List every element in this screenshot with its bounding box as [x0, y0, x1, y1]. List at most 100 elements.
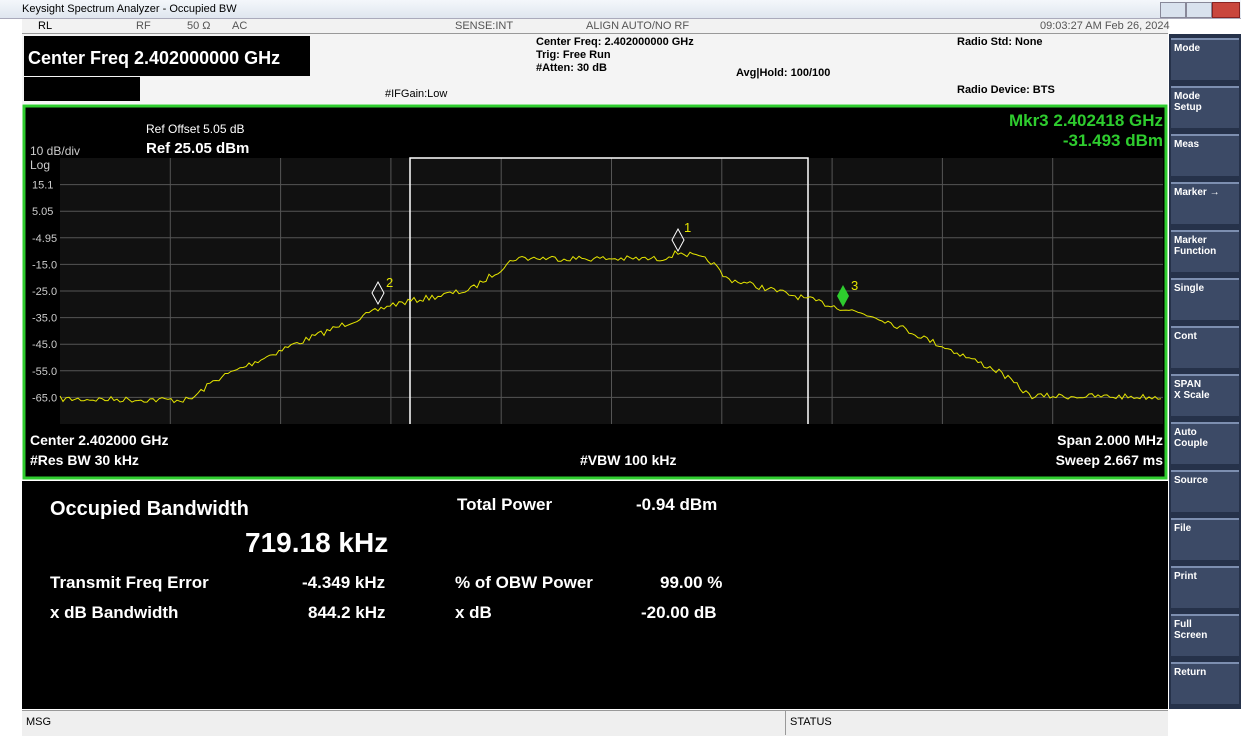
sweep: Sweep 2.667 ms: [1056, 452, 1164, 468]
marker-3: [837, 285, 849, 307]
softkey-label: Auto: [1174, 427, 1197, 438]
softkey[interactable]: Marker →: [1171, 182, 1239, 224]
softkey-label: Cont: [1174, 331, 1197, 342]
softkey[interactable]: Marker Function: [1171, 230, 1239, 272]
softkey-label: SPAN: [1174, 379, 1202, 390]
softkey-label: Marker →: [1174, 187, 1220, 198]
close-button[interactable]: [1212, 2, 1240, 18]
status-row: [22, 19, 1168, 34]
footer: [22, 710, 1168, 736]
pct-value: 99.00 %: [660, 573, 723, 592]
center-label: Center 2.402000 GHz: [30, 432, 169, 448]
trace: [59, 249, 1162, 404]
xdb-label: x dB: [455, 603, 492, 622]
softkey-label: Source: [1174, 475, 1208, 486]
rf: RF: [136, 20, 151, 32]
softkey[interactable]: Mode: [1171, 38, 1239, 80]
y-label: -25.0: [32, 286, 57, 298]
softkey[interactable]: Full Screen: [1171, 614, 1239, 656]
obw-label: Occupied Bandwidth: [50, 498, 249, 520]
ref-offset: Ref Offset 5.05 dB: [146, 122, 245, 136]
y-label: -65.0: [32, 392, 57, 404]
softkey[interactable]: Print: [1171, 566, 1239, 608]
minimize-button[interactable]: [1160, 2, 1186, 18]
y-label: -55.0: [32, 366, 57, 378]
atten: #Atten: 30 dB: [536, 62, 607, 74]
softkey-label: Function: [1174, 246, 1217, 257]
results-panel: [22, 481, 1168, 709]
datetime: 09:03:27 AM Feb 26, 2024: [1040, 20, 1170, 32]
tfe-value: -4.349 kHz: [302, 573, 386, 592]
ref-level: Ref 25.05 dBm: [146, 140, 249, 157]
softkey[interactable]: Meas: [1171, 134, 1239, 176]
y-label: 5.05: [32, 206, 53, 218]
marker-1: [671, 227, 685, 253]
marker-label: 3: [851, 278, 858, 293]
entry-box: [24, 77, 140, 101]
divider: [785, 711, 786, 735]
ifgain: #IFGain:Low: [385, 88, 448, 100]
y-label: 15.1: [32, 180, 53, 192]
y-label: -4.95: [32, 233, 57, 245]
graph: 1 2 3 Ref Offset 5.05 dB Ref 25.05 dBm 1…: [22, 104, 1168, 480]
softkey-label: Setup: [1174, 102, 1202, 113]
softkey[interactable]: Single: [1171, 278, 1239, 320]
marker-2: [371, 280, 385, 306]
softkey-label: Mode: [1174, 43, 1201, 54]
y-label: -35.0: [32, 313, 57, 325]
radio-std: Radio Std: None: [957, 36, 1043, 48]
softkey[interactable]: Mode Setup: [1171, 86, 1239, 128]
softkey[interactable]: File: [1171, 518, 1239, 560]
sense: SENSE:INT: [455, 20, 514, 32]
softkey-label: Meas: [1174, 139, 1200, 150]
xdb-value: -20.00 dB: [641, 603, 717, 622]
tp-value: -0.94 dBm: [636, 495, 718, 514]
softkey[interactable]: Cont: [1171, 326, 1239, 368]
pct-label: % of OBW Power: [455, 573, 593, 592]
y-label: -45.0: [32, 339, 57, 351]
impedance: 50 Ω: [187, 20, 211, 32]
marker-label: 1: [684, 220, 691, 235]
softkey[interactable]: Auto Couple: [1171, 422, 1239, 464]
softkey-label: Single: [1174, 283, 1205, 294]
softkey-label: Print: [1174, 571, 1197, 582]
coupling: AC: [232, 20, 248, 32]
maximize-button[interactable]: [1186, 2, 1212, 18]
center-freq: Center Freq 2.402000000 GHz: [28, 48, 281, 68]
avg-hold: Avg|Hold: 100/100: [736, 67, 831, 79]
center-freq-small: Center Freq: 2.402000000 GHz: [536, 36, 694, 48]
softkey[interactable]: SPAN X Scale: [1171, 374, 1239, 416]
tp-label: Total Power: [457, 495, 553, 514]
window-title: Keysight Spectrum Analyzer - Occupied BW: [22, 3, 237, 15]
softkey-label: Screen: [1174, 630, 1208, 641]
center-freq-box[interactable]: [24, 36, 310, 76]
xdbbw-value: 844.2 kHz: [308, 603, 386, 622]
softkey-label: Couple: [1174, 438, 1208, 449]
softkey-label: Return: [1174, 667, 1207, 678]
title-bar: [0, 0, 1241, 19]
trig: Trig: Free Run: [536, 49, 611, 61]
scale: 10 dB/div: [30, 144, 80, 158]
marker-freq: Mkr3 2.402418 GHz: [1009, 111, 1163, 130]
res-bw: #Res BW 30 kHz: [30, 452, 139, 468]
obw-lines: [409, 157, 809, 424]
vbw: #VBW 100 kHz: [580, 452, 676, 468]
softkey[interactable]: Return: [1171, 662, 1239, 704]
align: ALIGN AUTO/NO RF: [586, 20, 690, 32]
softkey[interactable]: Source: [1171, 470, 1239, 512]
span: Span 2.000 MHz: [1057, 432, 1163, 448]
scale-type: Log: [30, 158, 50, 172]
marker-label: 2: [386, 275, 393, 290]
rl: RL: [38, 20, 53, 32]
softkey-label: File: [1174, 523, 1192, 534]
radio-device: Radio Device: BTS: [957, 84, 1055, 96]
xdbbw-label: x dB Bandwidth: [50, 603, 179, 622]
softkey-label: Full: [1174, 619, 1192, 630]
marker-level: -31.493 dBm: [1063, 131, 1163, 150]
obw-value: 719.18 kHz: [245, 527, 389, 558]
tfe-label: Transmit Freq Error: [50, 573, 209, 592]
softkey-label: X Scale: [1174, 390, 1210, 401]
status: STATUS: [790, 716, 832, 728]
softkey-label: Marker: [1174, 235, 1207, 246]
